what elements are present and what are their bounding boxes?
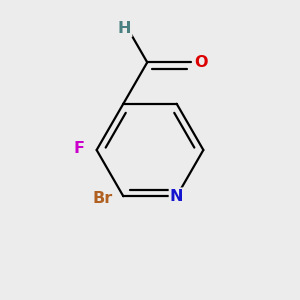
Text: N: N xyxy=(170,189,183,204)
Text: F: F xyxy=(74,141,85,156)
Text: O: O xyxy=(194,55,207,70)
Text: H: H xyxy=(118,21,131,36)
Text: Br: Br xyxy=(93,190,113,206)
